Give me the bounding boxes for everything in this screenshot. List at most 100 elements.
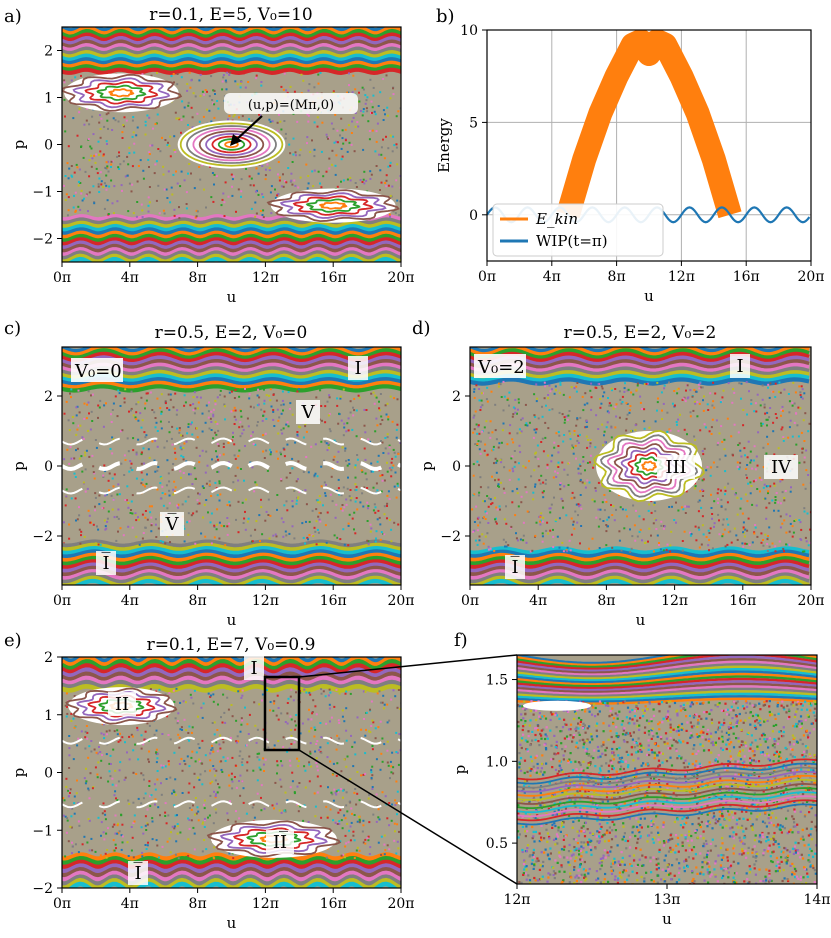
scatter-point	[377, 454, 380, 457]
scatter-point	[104, 528, 107, 531]
scatter-point	[147, 204, 150, 207]
scatter-point	[104, 470, 107, 473]
scatter-point	[78, 168, 81, 171]
scatter-point	[212, 89, 215, 92]
scatter-point	[284, 721, 287, 723]
scatter-point	[261, 533, 264, 536]
scatter-point	[261, 419, 264, 422]
scatter-point	[353, 741, 356, 744]
island-orbit	[606, 438, 692, 494]
scatter-point	[85, 194, 88, 197]
scatter-point	[341, 827, 344, 830]
scatter-point	[213, 857, 216, 860]
scatter-point	[665, 548, 668, 551]
scatter-point	[277, 419, 280, 422]
scatter-point	[371, 719, 374, 722]
scatter-point	[249, 184, 252, 187]
scatter-point	[294, 441, 297, 444]
scatter-point	[258, 752, 261, 755]
scatter-point	[780, 414, 782, 417]
scatter-point	[553, 496, 555, 499]
scatter-point	[396, 163, 399, 166]
scatter-point	[594, 812, 598, 815]
scatter-point	[100, 759, 103, 762]
scatter-point	[763, 403, 766, 406]
scatter-point	[157, 184, 160, 187]
scatter-point	[764, 533, 767, 536]
scatter-point	[503, 466, 506, 469]
scatter-point	[107, 160, 110, 163]
scatter-point	[88, 123, 91, 126]
scatter-point	[184, 500, 187, 503]
scatter-point	[123, 474, 126, 476]
scatter-point	[289, 152, 292, 155]
scatter-point	[526, 510, 529, 513]
scatter-point	[478, 539, 481, 542]
scatter-point	[589, 445, 592, 448]
scatter-point	[193, 832, 196, 835]
scatter-point	[305, 456, 308, 458]
scatter-point	[608, 490, 611, 492]
scatter-point	[66, 448, 69, 451]
scatter-point	[590, 408, 593, 411]
scatter-point	[214, 808, 217, 811]
scatter-point	[668, 428, 671, 431]
scatter-point	[212, 765, 215, 767]
scatter-point	[789, 522, 792, 525]
band-line	[470, 565, 810, 577]
scatter-point	[159, 540, 162, 542]
scatter-point	[269, 709, 271, 712]
scatter-point	[379, 768, 382, 771]
scatter-point	[718, 432, 721, 435]
scatter-point	[388, 719, 391, 722]
scatter-point	[659, 548, 662, 551]
scatter-point	[106, 143, 108, 145]
scatter-point	[509, 424, 512, 427]
band-line	[62, 870, 401, 882]
scatter-point	[273, 702, 276, 705]
scatter-point	[332, 127, 335, 130]
scatter-point	[389, 134, 392, 137]
scatter-point	[74, 843, 77, 846]
scatter-point	[265, 417, 268, 420]
scatter-point	[169, 776, 172, 779]
scatter-point	[364, 102, 367, 105]
scatter-point	[395, 852, 398, 855]
scatter-point	[298, 490, 301, 493]
scatter-point	[260, 809, 263, 812]
scatter-point	[74, 476, 77, 478]
scatter-point	[375, 165, 378, 167]
scatter-point	[587, 439, 589, 441]
scatter-point	[178, 217, 181, 220]
scatter-point	[368, 821, 371, 824]
scatter-point	[532, 713, 535, 716]
scatter-point	[733, 423, 736, 426]
scatter-point	[151, 144, 154, 147]
scatter-point	[214, 431, 217, 434]
scatter-point	[379, 720, 382, 723]
scatter-point	[142, 743, 145, 746]
scatter-point	[578, 505, 580, 508]
scatter-point	[698, 528, 701, 531]
scatter-point	[182, 458, 185, 461]
scatter-point	[660, 524, 663, 527]
scatter-point	[326, 511, 329, 514]
scatter-point	[486, 386, 489, 389]
scatter-point	[331, 773, 334, 776]
scatter-point	[483, 500, 486, 503]
scatter-point	[187, 104, 190, 107]
scatter-point	[558, 517, 561, 520]
scatter-point	[327, 442, 330, 445]
scatter-point	[269, 399, 272, 402]
scatter-point	[739, 719, 742, 722]
scatter-point	[203, 503, 206, 506]
scatter-point	[343, 422, 346, 425]
scatter-point	[117, 483, 120, 486]
scatter-point	[295, 480, 298, 483]
scatter-point	[266, 163, 269, 166]
scatter-point	[285, 181, 288, 184]
scatter-point	[73, 194, 75, 197]
scatter-point	[278, 179, 281, 182]
scatter-point	[308, 763, 311, 766]
scatter-point	[134, 743, 137, 746]
